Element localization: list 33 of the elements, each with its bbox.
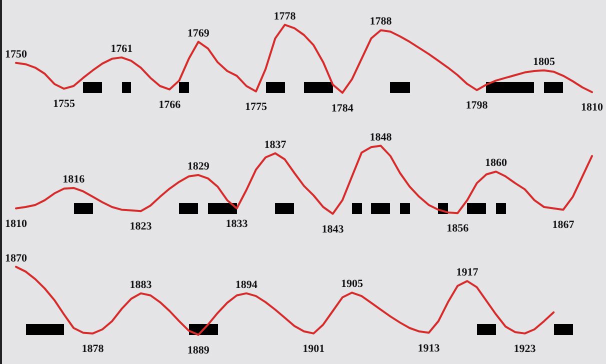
text: 1843	[322, 223, 344, 236]
text: 1901	[302, 342, 325, 355]
text: 1848	[370, 131, 392, 144]
text: 1867	[552, 219, 575, 232]
annotation: 1769	[187, 27, 210, 40]
text: 1775	[245, 100, 268, 113]
annotation: 1837	[264, 138, 287, 151]
annotation: 1883	[130, 278, 152, 291]
annotation: 1750	[5, 48, 28, 60]
text: 1823	[130, 220, 152, 233]
text: 1833	[226, 218, 248, 230]
text: 1878	[82, 342, 104, 355]
annotation: 1905	[341, 278, 364, 290]
text: 1810	[581, 102, 604, 114]
text: 1870	[5, 252, 28, 264]
annotation: 1860	[485, 157, 508, 170]
text: 1913	[418, 342, 440, 354]
text: 1766	[158, 98, 182, 111]
text: 1923	[514, 342, 536, 355]
annotation: 1829	[187, 160, 210, 173]
text: 1856	[446, 222, 470, 235]
annotation: 1788	[370, 16, 392, 28]
text: 1798	[466, 100, 488, 112]
annotation: 1894	[235, 278, 258, 291]
text: 1810	[5, 218, 28, 230]
annotation: 1805	[533, 56, 556, 68]
text: 1889	[187, 344, 210, 356]
text: 1784	[331, 102, 354, 114]
text: 1778	[274, 10, 296, 22]
annotation: 1816	[62, 173, 86, 186]
text: 1755	[53, 98, 76, 110]
annotation: 1761	[110, 42, 133, 55]
annotation: 1917	[456, 266, 479, 279]
